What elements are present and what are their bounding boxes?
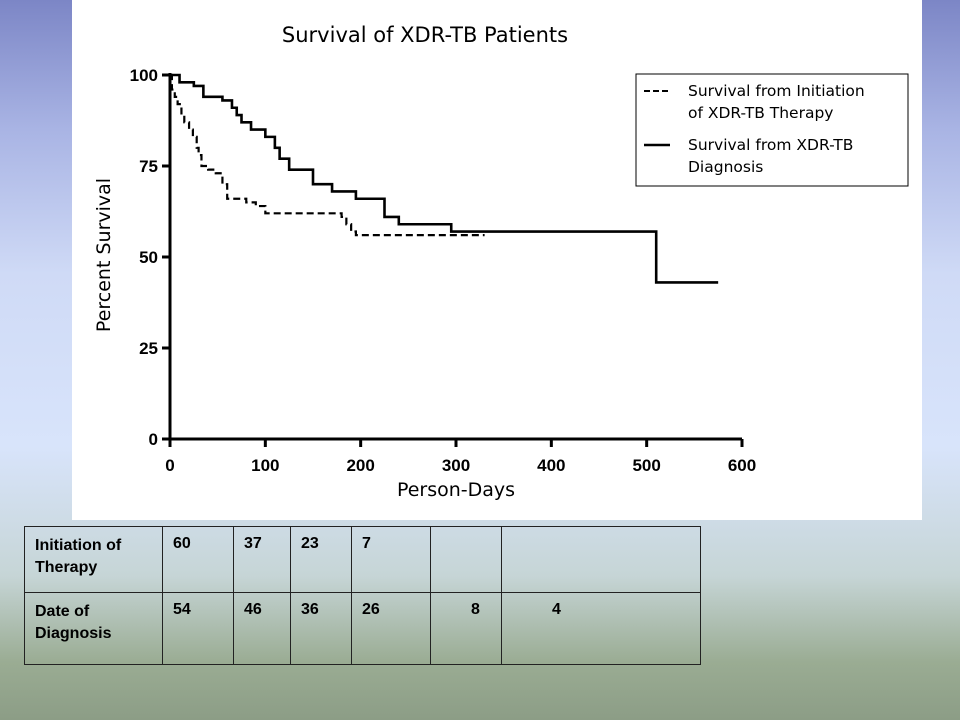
table-cell: 8 (430, 592, 502, 665)
table-cell: 54 (162, 592, 234, 665)
table-row: Initiation of Therapy 60 37 23 7 (24, 526, 701, 593)
x-tick-label: 400 (537, 456, 565, 475)
table-cell: 23 (290, 526, 352, 593)
table-cell: 7 (351, 526, 431, 593)
x-tick-label: 200 (346, 456, 374, 475)
x-tick-label: 100 (251, 456, 279, 475)
table-cell: 26 (351, 592, 431, 665)
y-tick-label: 75 (139, 157, 158, 176)
table-cell: 36 (290, 592, 352, 665)
y-tick-label: 100 (130, 66, 158, 85)
y-tick-label: 25 (139, 339, 158, 358)
x-tick-label: 600 (728, 456, 756, 475)
y-axis-label: Percent Survival (93, 178, 115, 332)
legend-box (635, 73, 909, 187)
row-label-therapy: Initiation of Therapy (24, 526, 163, 593)
x-axis-label: Person-Days (397, 479, 515, 501)
chart-panel: Survival of XDR-TB Patients 0 25 50 75 100 0 10… (72, 0, 922, 520)
survival-chart: Survival of XDR-TB Patients 0 25 50 75 100 0 10… (93, 23, 909, 501)
chart-title: Survival of XDR-TB Patients (282, 23, 568, 47)
table-cell (430, 526, 502, 593)
diagnosis-survival-line (170, 73, 719, 284)
y-tick-label: 50 (139, 248, 158, 267)
table-cell: 46 (233, 592, 291, 665)
row-label-diagnosis: Date of Diagnosis (24, 592, 163, 665)
legend-label: of XDR-TB Therapy (688, 104, 833, 122)
y-tick-label: 0 (149, 430, 158, 449)
legend-label: Survival from Initiation (688, 82, 865, 100)
legend-label: Diagnosis (688, 158, 763, 176)
x-tick-label: 500 (632, 456, 660, 475)
table-cell: 60 (162, 526, 234, 593)
x-tick-label: 0 (165, 456, 174, 475)
table-cell: 37 (233, 526, 291, 593)
table-cell (501, 526, 701, 593)
table-cell: 4 (501, 592, 701, 665)
numbers-at-risk-table: Initiation of Therapy 60 37 23 7 Date of… (24, 526, 701, 665)
legend-label: Survival from XDR-TB (688, 136, 853, 154)
x-tick-label: 300 (442, 456, 470, 475)
therapy-survival-line (170, 73, 485, 237)
table-row: Date of Diagnosis 54 46 36 26 8 4 (24, 592, 701, 665)
